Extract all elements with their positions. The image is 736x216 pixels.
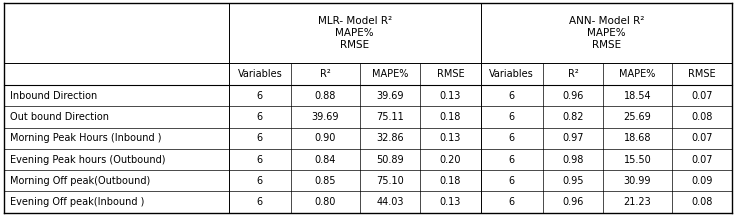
Text: 6: 6: [257, 197, 263, 207]
Text: 0.80: 0.80: [315, 197, 336, 207]
Text: 6: 6: [509, 176, 514, 186]
Text: 0.13: 0.13: [439, 197, 461, 207]
Text: 0.07: 0.07: [691, 91, 713, 101]
Text: Inbound Direction: Inbound Direction: [10, 91, 97, 101]
Text: 0.85: 0.85: [315, 176, 336, 186]
Text: 0.96: 0.96: [562, 197, 584, 207]
Text: 6: 6: [257, 133, 263, 143]
Text: 50.89: 50.89: [376, 154, 404, 165]
Text: 0.96: 0.96: [562, 91, 584, 101]
Text: 0.09: 0.09: [691, 176, 713, 186]
Text: 6: 6: [509, 133, 514, 143]
Text: RMSE: RMSE: [436, 69, 464, 79]
Text: 0.07: 0.07: [691, 154, 713, 165]
Text: 0.84: 0.84: [315, 154, 336, 165]
Text: Evening Off peak(Inbound ): Evening Off peak(Inbound ): [10, 197, 144, 207]
Text: 0.97: 0.97: [562, 133, 584, 143]
Text: 6: 6: [509, 91, 514, 101]
Text: MAPE%: MAPE%: [372, 69, 408, 79]
Text: 18.68: 18.68: [624, 133, 651, 143]
Text: 30.99: 30.99: [624, 176, 651, 186]
Text: 18.54: 18.54: [623, 91, 651, 101]
Text: 21.23: 21.23: [623, 197, 651, 207]
Text: 0.07: 0.07: [691, 133, 713, 143]
Text: MLR- Model R²
MAPE%
RMSE: MLR- Model R² MAPE% RMSE: [317, 16, 392, 51]
Text: 0.13: 0.13: [439, 91, 461, 101]
Text: 75.11: 75.11: [376, 112, 404, 122]
Text: 0.18: 0.18: [439, 176, 461, 186]
Text: R²: R²: [567, 69, 578, 79]
Text: 0.88: 0.88: [315, 91, 336, 101]
Text: Out bound Direction: Out bound Direction: [10, 112, 109, 122]
Text: 6: 6: [509, 154, 514, 165]
Text: 0.20: 0.20: [439, 154, 461, 165]
Text: 6: 6: [509, 197, 514, 207]
Text: Morning Off peak(Outbound): Morning Off peak(Outbound): [10, 176, 150, 186]
Text: RMSE: RMSE: [688, 69, 716, 79]
Text: 0.82: 0.82: [562, 112, 584, 122]
Text: 44.03: 44.03: [376, 197, 404, 207]
Text: 6: 6: [257, 91, 263, 101]
Text: 75.10: 75.10: [376, 176, 404, 186]
Text: 32.86: 32.86: [376, 133, 404, 143]
Text: MAPE%: MAPE%: [619, 69, 656, 79]
Text: Evening Peak hours (Outbound): Evening Peak hours (Outbound): [10, 154, 165, 165]
Text: Variables: Variables: [489, 69, 534, 79]
Text: 6: 6: [257, 176, 263, 186]
Text: 0.13: 0.13: [439, 133, 461, 143]
Text: 0.98: 0.98: [562, 154, 584, 165]
Text: 25.69: 25.69: [623, 112, 651, 122]
Text: 0.90: 0.90: [315, 133, 336, 143]
Text: 0.08: 0.08: [691, 197, 713, 207]
Text: 0.08: 0.08: [691, 112, 713, 122]
Text: 39.69: 39.69: [376, 91, 404, 101]
Text: 6: 6: [257, 154, 263, 165]
Text: Morning Peak Hours (Inbound ): Morning Peak Hours (Inbound ): [10, 133, 161, 143]
Text: 0.95: 0.95: [562, 176, 584, 186]
Text: Variables: Variables: [238, 69, 282, 79]
Text: R²: R²: [320, 69, 330, 79]
Text: 0.18: 0.18: [439, 112, 461, 122]
Text: 6: 6: [257, 112, 263, 122]
Text: 6: 6: [509, 112, 514, 122]
Text: 15.50: 15.50: [623, 154, 651, 165]
Text: 39.69: 39.69: [311, 112, 339, 122]
Text: ANN- Model R²
MAPE%
RMSE: ANN- Model R² MAPE% RMSE: [569, 16, 644, 51]
